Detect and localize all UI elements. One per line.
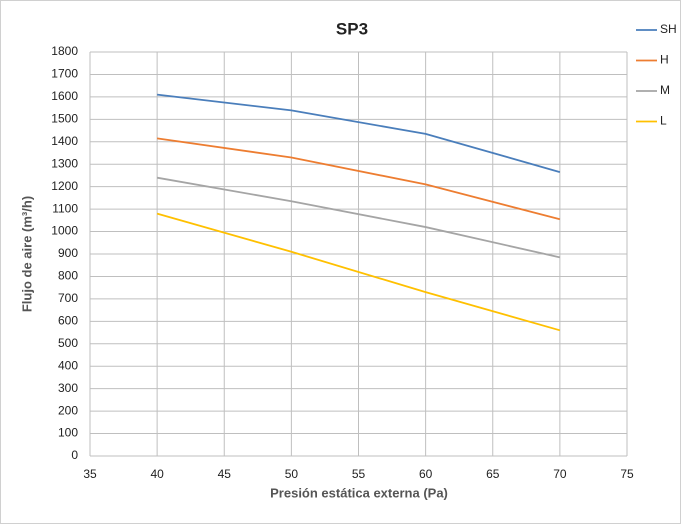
x-tick-label: 60 xyxy=(419,467,433,481)
x-tick-label: 50 xyxy=(285,467,299,481)
y-tick-label: 1300 xyxy=(51,156,78,170)
y-axis-label: Flujo de aire (m³/h) xyxy=(19,196,34,312)
y-tick-label: 1000 xyxy=(51,224,78,238)
series-line xyxy=(157,93,561,173)
legend-label: H xyxy=(660,53,669,67)
y-tick-label: 900 xyxy=(58,246,78,260)
legend-label: SH xyxy=(660,22,677,36)
x-tick-label: 40 xyxy=(150,467,164,481)
x-tick-label: 55 xyxy=(352,467,366,481)
y-tick-label: 0 xyxy=(71,448,78,462)
x-tick-label: 70 xyxy=(553,467,567,481)
y-tick-label: 100 xyxy=(58,426,78,440)
y-tick-label: 400 xyxy=(58,358,78,372)
y-tick-label: 1600 xyxy=(51,89,78,103)
y-tick-label: 1400 xyxy=(51,134,78,148)
x-tick-label: 75 xyxy=(620,467,634,481)
y-tick-label: 1100 xyxy=(52,201,78,215)
y-tick-label: 500 xyxy=(58,336,78,350)
x-tick-label: 65 xyxy=(486,467,500,481)
chart-title: SP3 xyxy=(336,19,368,38)
y-tick-label: 600 xyxy=(58,314,78,328)
series-line xyxy=(156,212,561,332)
y-tick-label: 800 xyxy=(58,269,78,283)
y-tick-label: 300 xyxy=(58,381,78,395)
y-tick-label: 700 xyxy=(58,291,78,305)
legend-label: L xyxy=(660,114,667,128)
x-axis-label: Presión estática externa (Pa) xyxy=(270,485,448,500)
x-tick-label: 35 xyxy=(83,467,97,481)
x-tick-label: 45 xyxy=(218,467,232,481)
y-tick-label: 1500 xyxy=(51,112,78,126)
y-tick-label: 200 xyxy=(58,403,78,417)
series-line xyxy=(156,176,561,259)
y-tick-label: 1800 xyxy=(51,44,78,58)
legend-label: M xyxy=(660,83,670,97)
series-line xyxy=(156,137,561,221)
y-tick-label: 1200 xyxy=(51,179,78,193)
y-tick-label: 1700 xyxy=(51,67,78,81)
